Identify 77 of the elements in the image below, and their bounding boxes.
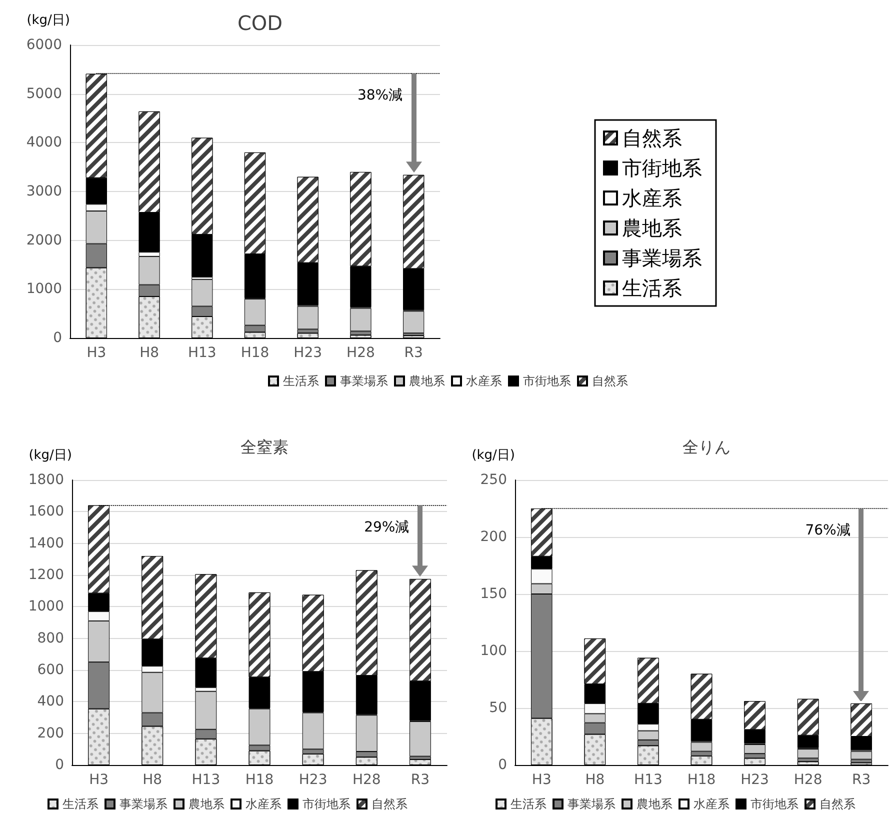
legend-label: 農地系	[636, 797, 672, 811]
x-tick-label: H28	[346, 345, 375, 361]
y-tick-label: 1000	[28, 598, 64, 615]
legend-label: 水産系	[246, 797, 282, 811]
legend-label: 自然系	[820, 797, 856, 811]
annotation: 29%減	[364, 519, 410, 536]
annotation: 38%減	[357, 87, 403, 104]
x-tick-label: H3	[532, 772, 552, 788]
legend-label: 自然系	[622, 126, 682, 150]
y-axis-title: (kg/日)	[28, 448, 72, 463]
y-tick-label: 800	[37, 630, 64, 646]
x-tick-label: H23	[740, 772, 769, 788]
legend-label: 市街地系	[523, 374, 571, 388]
legend-label: 生活系	[510, 797, 546, 811]
annotation: 76%減	[805, 522, 850, 538]
chart-title: 全窒素	[240, 438, 288, 456]
legend-label: 事業場系	[568, 797, 616, 811]
y-tick-label: 200	[37, 725, 64, 742]
text: 自然系	[592, 374, 628, 388]
legend-label: 市街地系	[750, 797, 798, 811]
x-tick-label: H13	[634, 772, 662, 788]
y-axis-title: (kg/日)	[472, 448, 515, 463]
x-tick-label: H3	[89, 772, 109, 788]
y-tick-label: 0	[55, 757, 64, 773]
text: 農地系	[622, 216, 682, 240]
x-tick-label: R3	[404, 345, 423, 361]
x-tick-label: H23	[294, 345, 322, 361]
y-tick-label: 150	[480, 586, 507, 602]
y-tick-label: 100	[480, 643, 507, 659]
legend-label: 水産系	[694, 797, 730, 811]
y-tick-label: 1800	[28, 472, 64, 488]
y-tick-label: 1000	[26, 281, 62, 298]
text: 事業場系	[622, 246, 702, 270]
legend-label: 事業場系	[340, 374, 388, 388]
y-tick-label: 0	[53, 330, 62, 346]
x-tick-label: H8	[585, 772, 605, 788]
y-tick-label: 6000	[26, 37, 62, 53]
y-tick-label: 1400	[28, 535, 64, 552]
x-tick-label: H23	[298, 772, 328, 788]
x-tick-label: H18	[687, 772, 716, 788]
legend-label: 自然系	[372, 797, 408, 811]
y-tick-label: 600	[37, 662, 64, 678]
y-tick-label: 5000	[26, 86, 62, 102]
x-tick-label: R3	[410, 772, 430, 788]
x-tick-label: H13	[188, 345, 216, 361]
y-axis-title: (kg/日)	[26, 13, 70, 28]
legend-label: 事業場系	[120, 797, 168, 811]
y-tick-label: 400	[37, 694, 64, 710]
x-tick-label: H28	[352, 772, 381, 788]
y-tick-label: 4000	[26, 134, 62, 151]
chart-title: COD	[237, 11, 283, 35]
text: 水産系	[622, 186, 682, 210]
x-tick-label: H18	[245, 772, 274, 788]
x-tick-label: R3	[852, 772, 871, 788]
legend-label: 農地系	[188, 797, 224, 811]
y-tick-label: 0	[498, 757, 507, 773]
x-tick-label: H8	[140, 345, 160, 361]
chart-title: 全りん	[682, 438, 730, 456]
y-tick-label: 250	[480, 472, 507, 488]
y-tick-label: 1600	[28, 504, 64, 520]
x-tick-label: H3	[86, 345, 106, 361]
y-tick-label: 3000	[26, 184, 62, 200]
y-tick-label: 200	[480, 529, 507, 545]
text: 生活系	[622, 276, 682, 300]
x-tick-label: H8	[142, 772, 162, 788]
legend-label: 水産系	[466, 374, 502, 388]
x-tick-label: H18	[240, 345, 270, 361]
x-tick-label: H28	[794, 772, 822, 788]
y-tick-label: 2000	[26, 232, 62, 248]
y-tick-label: 50	[489, 700, 507, 716]
legend-label: 生活系	[283, 374, 319, 388]
legend-label: 市街地系	[302, 797, 350, 811]
y-tick-label: 1200	[28, 567, 64, 583]
text: 市街地系	[622, 156, 702, 180]
x-tick-label: H13	[192, 772, 220, 788]
legend-label: 生活系	[62, 797, 98, 811]
legend-label: 農地系	[409, 374, 445, 388]
